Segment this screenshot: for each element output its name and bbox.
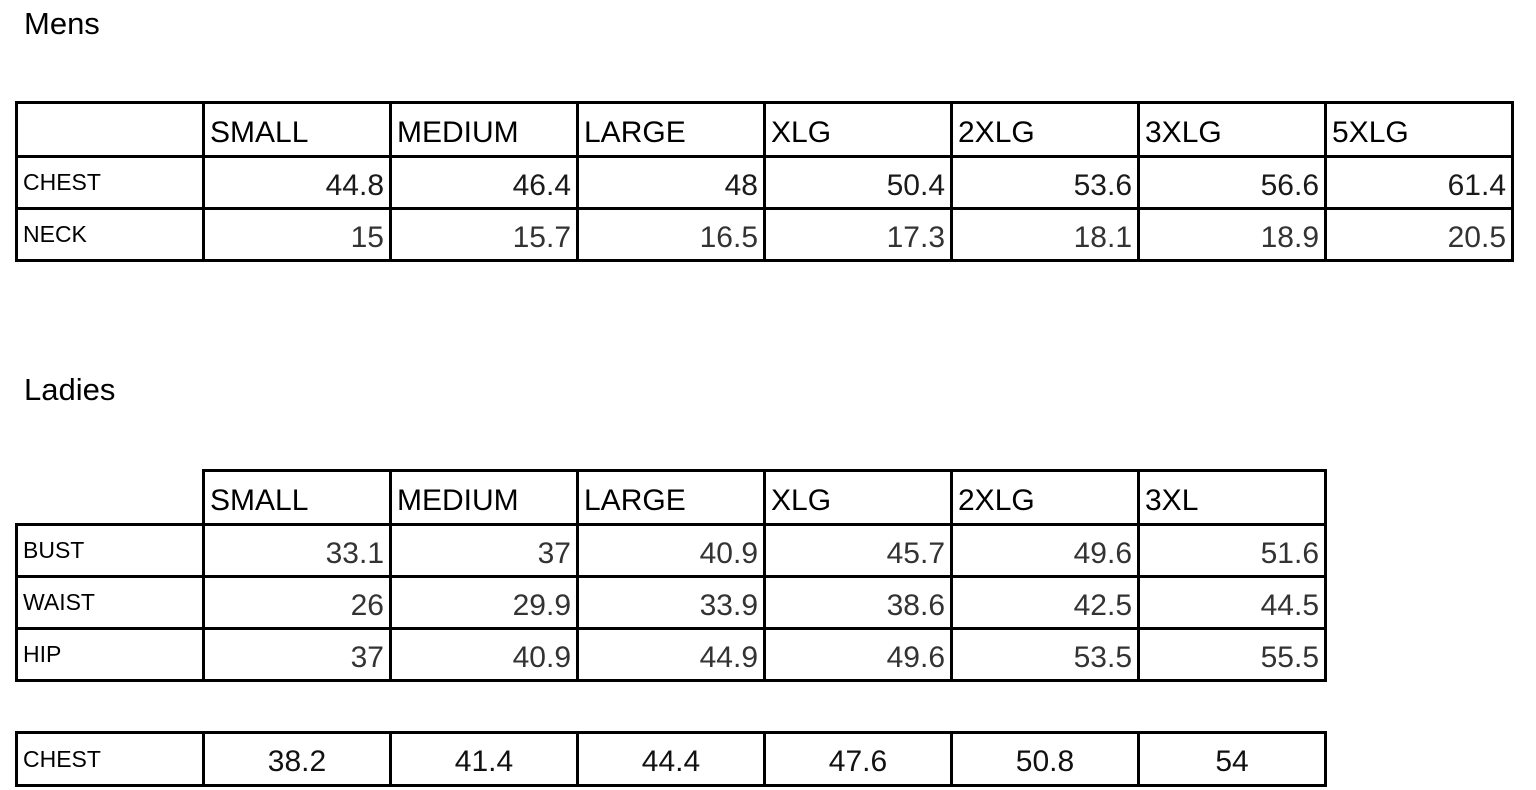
- table-row: HIP 37 40.9 44.9 49.6 53.5 55.5: [15, 627, 1327, 682]
- measurement-cell: 54: [1137, 731, 1327, 787]
- measurement-cell: 44.5: [1137, 575, 1327, 630]
- table-row: BUST 33.1 37 40.9 45.7 49.6 51.6: [15, 523, 1327, 578]
- row-label: CHEST: [15, 731, 205, 787]
- measurement-cell: 40.9: [576, 523, 766, 578]
- measurement-cell: 15.7: [389, 207, 579, 262]
- ladies-size-table: SMALL MEDIUM LARGE XLG 2XLG 3XL BUST 33.1 37 40.9…: [15, 469, 1327, 682]
- size-header: MEDIUM: [389, 469, 579, 526]
- header-row: SMALL MEDIUM LARGE XLG 2XLG 3XLG 5XLG: [15, 101, 1514, 158]
- measurement-cell: 42.5: [950, 575, 1140, 630]
- measurement-cell: 44.4: [576, 731, 766, 787]
- table-row: CHEST 44.8 46.4 48 50.4 53.6 56.6 61.4: [15, 155, 1514, 210]
- size-header: XLG: [763, 101, 953, 158]
- size-header: SMALL: [202, 469, 392, 526]
- measurement-cell: 53.6: [950, 155, 1140, 210]
- measurement-cell: 15: [202, 207, 392, 262]
- row-label: WAIST: [15, 575, 205, 630]
- measurement-cell: 33.9: [576, 575, 766, 630]
- ladies-title: Ladies: [24, 372, 116, 407]
- measurement-cell: 17.3: [763, 207, 953, 262]
- table-row: CHEST 38.2 41.4 44.4 47.6 50.8 54: [15, 731, 1327, 787]
- measurement-cell: 38.2: [202, 731, 392, 787]
- ladies-chest-table: CHEST 38.2 41.4 44.4 47.6 50.8 54: [15, 731, 1327, 787]
- measurement-cell: 50.4: [763, 155, 953, 210]
- measurement-cell: 40.9: [389, 627, 579, 682]
- measurement-cell: 48: [576, 155, 766, 210]
- header-row: SMALL MEDIUM LARGE XLG 2XLG 3XL: [17, 469, 1327, 526]
- measurement-cell: 18.9: [1137, 207, 1327, 262]
- measurement-cell: 49.6: [950, 523, 1140, 578]
- size-header: 5XLG: [1324, 101, 1514, 158]
- measurement-cell: 53.5: [950, 627, 1140, 682]
- measurement-cell: 26: [202, 575, 392, 630]
- corner-cell: [15, 101, 205, 158]
- measurement-cell: 45.7: [763, 523, 953, 578]
- size-header: SMALL: [202, 101, 392, 158]
- measurement-cell: 37: [202, 627, 392, 682]
- row-label: CHEST: [15, 155, 205, 210]
- measurement-cell: 44.9: [576, 627, 766, 682]
- measurement-cell: 47.6: [763, 731, 953, 787]
- measurement-cell: 16.5: [576, 207, 766, 262]
- measurement-cell: 41.4: [389, 731, 579, 787]
- table-row: WAIST 26 29.9 33.9 38.6 42.5 44.5: [15, 575, 1327, 630]
- measurement-cell: 61.4: [1324, 155, 1514, 210]
- size-header: 3XL: [1137, 469, 1327, 526]
- size-header: LARGE: [576, 101, 766, 158]
- size-header: XLG: [763, 469, 953, 526]
- mens-title: Mens: [24, 6, 100, 41]
- size-header: 2XLG: [950, 101, 1140, 158]
- measurement-cell: 18.1: [950, 207, 1140, 262]
- measurement-cell: 44.8: [202, 155, 392, 210]
- measurement-cell: 46.4: [389, 155, 579, 210]
- mens-size-table: SMALL MEDIUM LARGE XLG 2XLG 3XLG 5XLG CHEST 44.8…: [15, 101, 1514, 262]
- corner-cell: [17, 471, 204, 525]
- row-label: BUST: [15, 523, 205, 578]
- measurement-cell: 51.6: [1137, 523, 1327, 578]
- size-header: LARGE: [576, 469, 766, 526]
- measurement-cell: 50.8: [950, 731, 1140, 787]
- measurement-cell: 38.6: [763, 575, 953, 630]
- row-label: HIP: [15, 627, 205, 682]
- measurement-cell: 56.6: [1137, 155, 1327, 210]
- row-label: NECK: [15, 207, 205, 262]
- measurement-cell: 55.5: [1137, 627, 1327, 682]
- measurement-cell: 49.6: [763, 627, 953, 682]
- measurement-cell: 29.9: [389, 575, 579, 630]
- table-row: NECK 15 15.7 16.5 17.3 18.1 18.9 20.5: [15, 207, 1514, 262]
- size-header: 2XLG: [950, 469, 1140, 526]
- size-header: MEDIUM: [389, 101, 579, 158]
- measurement-cell: 33.1: [202, 523, 392, 578]
- size-header: 3XLG: [1137, 101, 1327, 158]
- measurement-cell: 37: [389, 523, 579, 578]
- measurement-cell: 20.5: [1324, 207, 1514, 262]
